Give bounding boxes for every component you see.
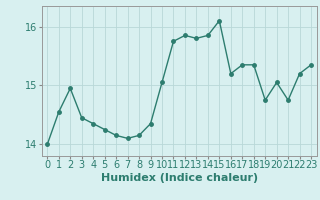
X-axis label: Humidex (Indice chaleur): Humidex (Indice chaleur) <box>100 173 258 183</box>
